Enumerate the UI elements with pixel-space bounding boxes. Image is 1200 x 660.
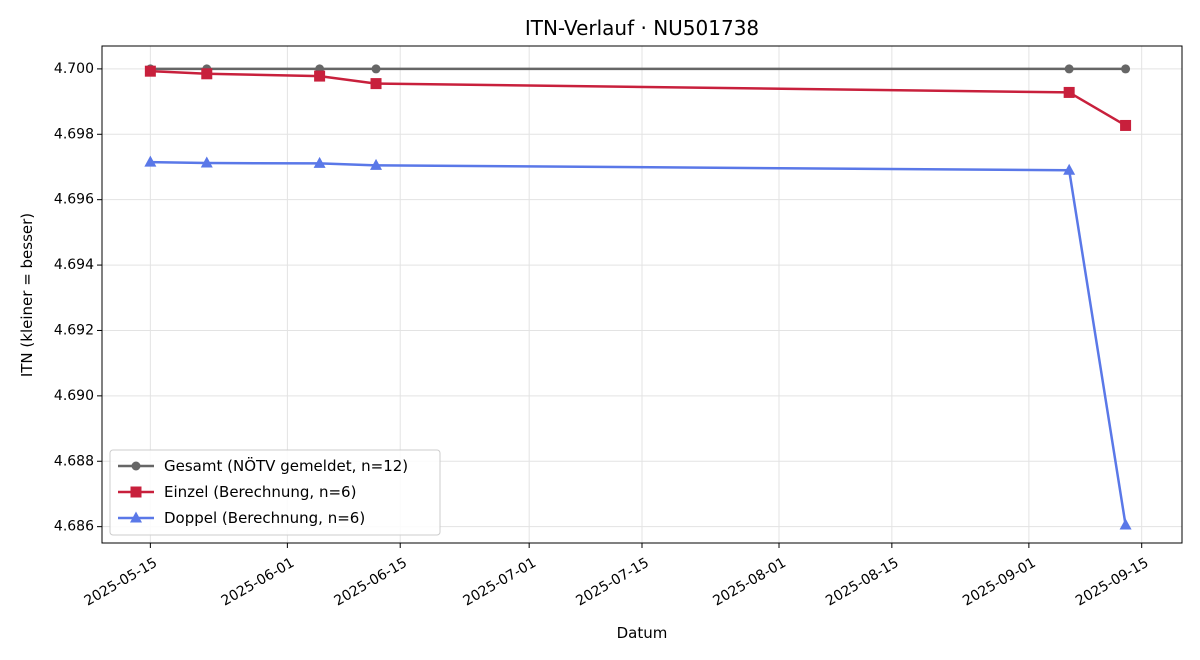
data-point [1119, 518, 1132, 530]
data-point [370, 158, 383, 170]
y-tick-label: 4.686 [54, 519, 94, 535]
x-tick-label: 2025-09-01 [960, 555, 1038, 610]
data-point [1120, 119, 1132, 131]
x-tick-label: 2025-07-15 [573, 555, 651, 610]
series-layer [144, 64, 1132, 530]
data-point [144, 155, 157, 167]
y-tick-label: 4.694 [54, 257, 94, 273]
x-tick-label: 2025-09-15 [1073, 555, 1151, 610]
series-line [150, 69, 1127, 127]
legend-marker [130, 486, 142, 498]
y-tick-label: 4.700 [54, 61, 94, 77]
chart-title: ITN-Verlauf · NU501738 [525, 16, 759, 40]
x-tick-label: 2025-07-01 [460, 555, 538, 610]
series-circle [145, 64, 1131, 74]
legend-label: Einzel (Berechnung, n=6) [164, 483, 356, 501]
legend-label: Gesamt (NÖTV gemeldet, n=12) [164, 456, 408, 475]
data-point [313, 156, 326, 168]
y-tick-label: 4.690 [54, 388, 94, 404]
y-tick-label: 4.696 [54, 192, 94, 208]
y-tick-label: 4.692 [54, 322, 94, 338]
data-point [371, 64, 381, 74]
data-point [1063, 86, 1075, 98]
legend-marker [131, 461, 141, 471]
y-axis-title: ITN (kleiner = besser) [18, 213, 36, 377]
x-axis-title: Datum [617, 624, 668, 642]
data-point [200, 156, 213, 168]
data-point [370, 78, 382, 90]
data-point [1063, 163, 1076, 175]
x-tick-label: 2025-05-15 [82, 555, 160, 610]
x-tick-label: 2025-08-01 [710, 555, 788, 610]
legend-label: Doppel (Berechnung, n=6) [164, 509, 365, 527]
x-tick-label: 2025-06-01 [219, 555, 297, 610]
data-point [314, 70, 326, 82]
legend: Gesamt (NÖTV gemeldet, n=12) Einzel (Bere… [109, 449, 441, 536]
x-tick-label: 2025-06-15 [332, 555, 410, 610]
legend-box [109, 449, 441, 536]
y-tick-label: 4.698 [54, 126, 94, 142]
legend-marker [130, 511, 142, 523]
data-point [1064, 64, 1074, 74]
x-tick-label: 2025-08-15 [823, 555, 901, 610]
y-tick-label: 4.688 [54, 453, 94, 469]
series-square [144, 65, 1132, 131]
data-point [144, 65, 156, 77]
data-point [201, 68, 213, 80]
data-point [1121, 64, 1131, 74]
series-line [150, 160, 1127, 526]
series-triangle [144, 155, 1132, 530]
